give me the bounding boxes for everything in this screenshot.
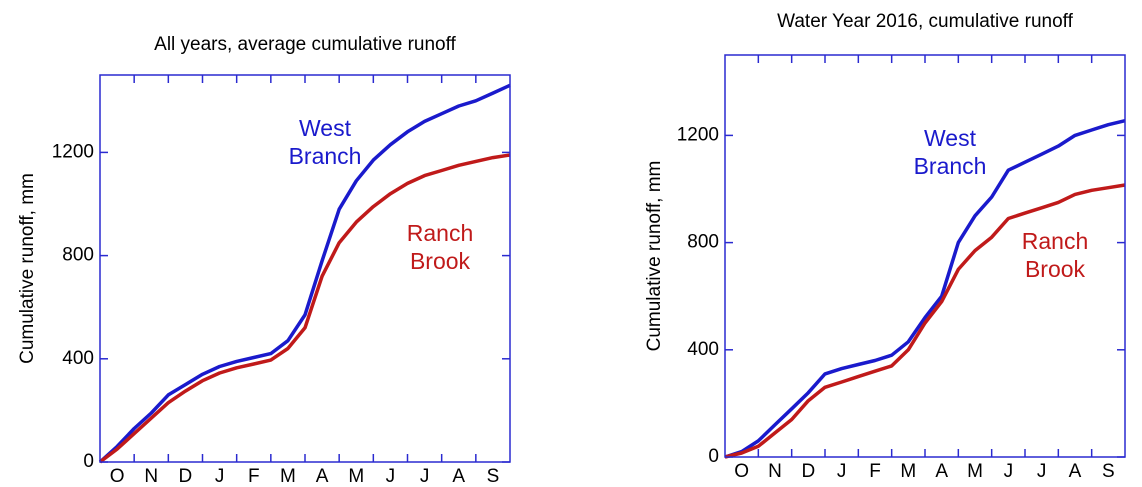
x-tick-label: N — [144, 466, 158, 487]
annotation: Branch — [914, 153, 987, 179]
plot-frame — [724, 54, 1126, 458]
x-tick-label: N — [768, 461, 782, 482]
y-tick-label: 0 — [83, 451, 94, 472]
chart-title: All years, average cumulative runoff — [154, 34, 456, 55]
x-tick-label: J — [837, 461, 847, 482]
annotation: West — [924, 125, 977, 151]
x-tick-label: A — [1069, 461, 1082, 482]
annotation: Ranch — [1022, 228, 1088, 254]
x-tick-label: J — [386, 466, 396, 487]
x-tick-label: M — [280, 466, 296, 487]
line — [98, 153, 511, 464]
x-tick-label: O — [110, 466, 125, 487]
y-axis-label: Cumulative runoff, mm — [644, 161, 665, 352]
annotation: Brook — [1025, 256, 1086, 282]
x-tick-label: J — [1004, 461, 1014, 482]
y-tick-label: 400 — [687, 339, 719, 360]
x-tick-label: J — [420, 466, 430, 487]
x-tick-label: A — [316, 466, 329, 487]
annotation: Branch — [289, 143, 362, 169]
y-axis-label: Cumulative runoff, mm — [17, 173, 38, 364]
y-tick-label: 800 — [62, 245, 94, 266]
x-tick-label: A — [452, 466, 465, 487]
x-tick-label: J — [215, 466, 225, 487]
annotation: Brook — [410, 248, 471, 274]
y-tick-label: 1200 — [52, 141, 94, 162]
x-tick-label: D — [801, 461, 815, 482]
x-tick-label: F — [248, 466, 260, 487]
y-tick-label: 0 — [708, 446, 719, 467]
chart-title: Water Year 2016, cumulative runoff — [777, 11, 1073, 32]
x-tick-label: M — [348, 466, 364, 487]
x-tick-label: S — [487, 466, 500, 487]
x-tick-label: M — [900, 461, 916, 482]
y-tick-label: 400 — [62, 348, 94, 369]
x-tick-label: D — [179, 466, 193, 487]
line — [724, 183, 1126, 459]
x-tick-label: S — [1102, 461, 1115, 482]
line — [724, 118, 1126, 459]
plot-frame — [99, 74, 511, 463]
line — [98, 83, 511, 464]
x-tick-label: J — [1037, 461, 1047, 482]
x-tick-label: A — [935, 461, 948, 482]
x-tick-label: F — [869, 461, 881, 482]
annotation: West — [299, 115, 352, 141]
x-tick-label: O — [734, 461, 749, 482]
y-tick-label: 1200 — [677, 124, 719, 145]
x-tick-label: M — [967, 461, 983, 482]
annotation: Ranch — [407, 220, 473, 246]
y-tick-label: 800 — [687, 232, 719, 253]
